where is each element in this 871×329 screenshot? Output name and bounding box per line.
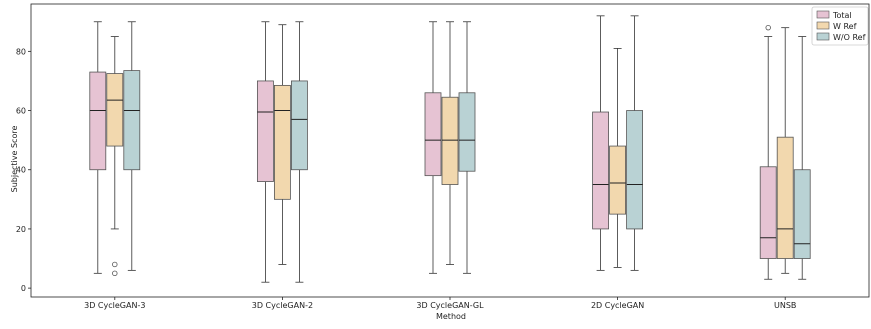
series-w-ref [106,21,794,277]
box [273,84,291,200]
plot-frame [30,3,870,298]
box-group [458,21,476,274]
x-tick-label: UNSB [774,301,796,310]
legend-label: Total [832,11,852,20]
y-axis-label: Subjective Score [10,126,19,193]
outlier-point [112,270,118,277]
legend-label: W/O Ref [833,33,866,42]
box [424,92,442,177]
legend: Total W Ref W/O Ref [811,6,869,46]
y-tick-label: 80 [16,47,26,56]
box [626,110,643,230]
box [776,136,794,259]
legend-swatch [816,10,830,19]
box-group [441,21,459,265]
box [759,166,777,259]
box-group [256,21,274,283]
x-axis: 3D CycleGAN-3 3D CycleGAN-2 3D CycleGAN-GL… [84,297,796,310]
series-total [89,15,777,283]
box [609,145,626,215]
box [256,80,274,182]
box-group [424,21,442,274]
legend-swatch [816,32,830,41]
box-group [273,24,291,265]
box [441,96,459,185]
box-group [609,47,626,268]
legend-swatch [816,21,830,30]
series-w-o-ref [123,15,811,283]
box [123,70,141,171]
y-tick-label: 20 [16,225,26,234]
box [458,92,476,172]
outlier-point [765,24,771,31]
x-axis-label: Method [436,312,466,321]
x-tick-label: 3D CycleGAN-2 [252,301,313,310]
box-group [592,15,609,271]
box-group [106,36,124,277]
box [106,73,124,147]
box [592,111,609,230]
box [89,71,107,171]
x-tick-label: 3D CycleGAN-GL [416,301,484,310]
box-group [123,21,141,271]
plot-area [89,15,811,283]
y-tick-label: 40 [16,166,26,175]
box-group [626,15,643,271]
box-group [793,36,811,280]
box-group [776,27,794,274]
x-tick-label: 2D CycleGAN [591,301,644,310]
y-tick-label: 60 [16,107,26,116]
outlier-point [112,261,118,268]
y-tick-label: 0 [21,284,26,293]
box [290,80,308,171]
box-group [759,24,777,280]
box [793,169,811,259]
y-axis: 0 20 40 60 80 [16,47,31,293]
box-group [89,21,107,274]
box-group [290,21,308,283]
legend-label: W Ref [833,22,857,31]
x-tick-label: 3D CycleGAN-3 [84,301,145,310]
